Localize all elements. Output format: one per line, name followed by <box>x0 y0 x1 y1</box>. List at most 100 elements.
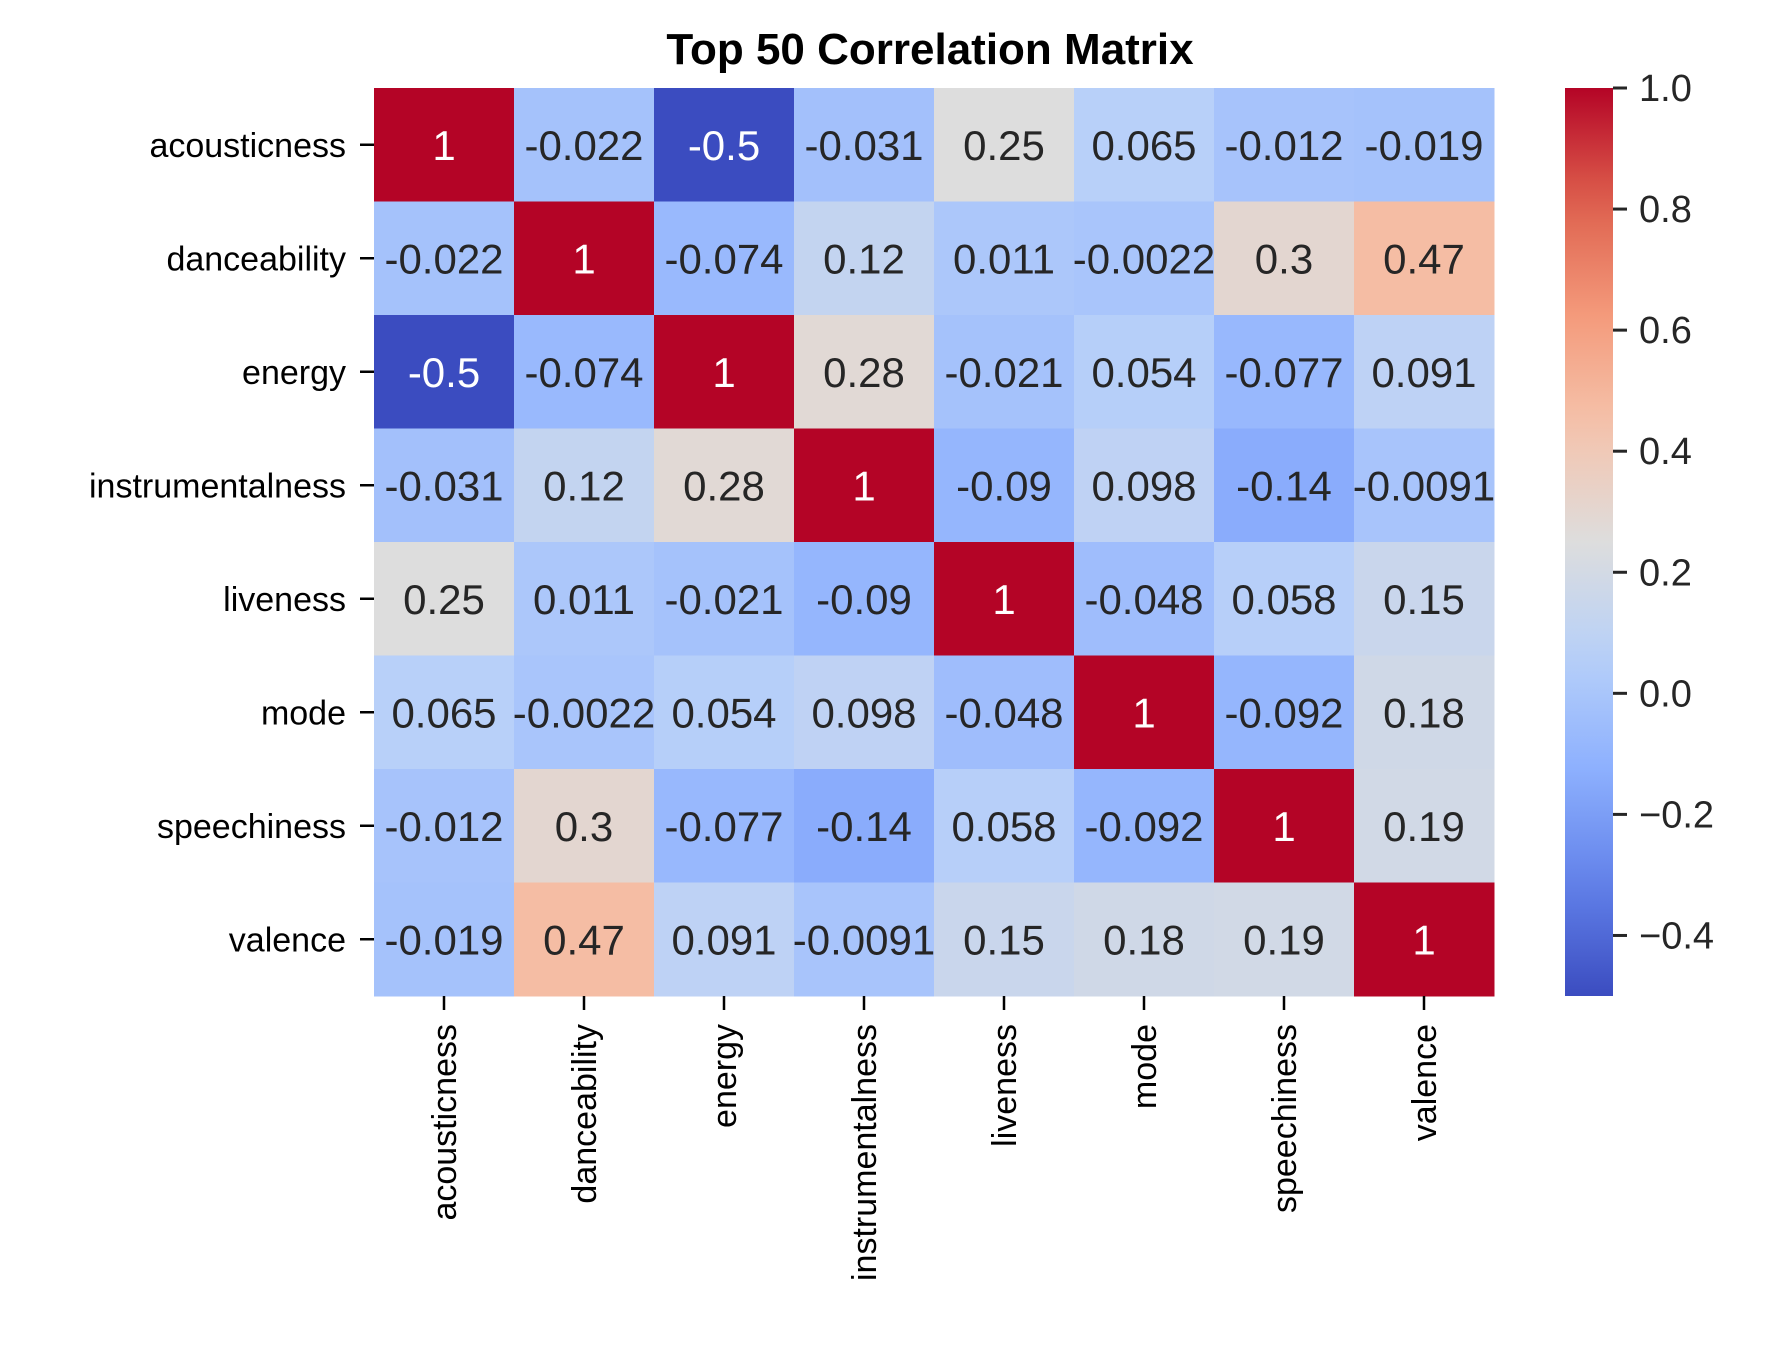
cell-annotation: 0.054 <box>671 689 776 736</box>
heatmap-cell <box>794 542 935 656</box>
cell-annotation: -0.021 <box>664 576 783 623</box>
heatmap-cell <box>1214 769 1355 883</box>
chart-title: Top 50 Correlation Matrix <box>666 25 1194 74</box>
cell-annotation: 0.065 <box>1091 122 1196 169</box>
heatmap-cell <box>934 655 1075 770</box>
heatmap-cell <box>514 882 655 997</box>
heatmap-cell <box>1074 428 1215 543</box>
colorbar-tick-label: −0.2 <box>1639 794 1714 836</box>
cell-annotation: 1 <box>432 122 455 169</box>
heatmap-cell <box>1214 315 1355 429</box>
cell-annotation: -0.031 <box>804 122 923 169</box>
cell-annotation: 0.091 <box>1371 349 1476 396</box>
heatmap-cell <box>1074 542 1215 656</box>
cell-annotation: -0.021 <box>944 349 1063 396</box>
colorbar: 1.0 0.8 0.6 0.4 0.2 0.0 −0.2 −0.4 <box>1565 68 1714 996</box>
y-tick-label: valence <box>229 921 346 959</box>
heatmap-cell <box>654 315 795 429</box>
heatmap-cell <box>1354 201 1495 316</box>
heatmap-cell <box>1214 655 1355 770</box>
cell-annotation: 0.28 <box>823 349 905 396</box>
cell-annotation: -0.077 <box>1224 349 1343 396</box>
x-tick-label: energy <box>706 1024 744 1128</box>
cell-annotation: -0.012 <box>1224 122 1343 169</box>
cell-annotation: 0.28 <box>683 462 765 509</box>
heatmap-cell <box>1354 315 1495 429</box>
cell-annotation: 0.25 <box>963 122 1045 169</box>
heatmap-cell <box>654 88 795 202</box>
heatmap-cell <box>1354 882 1495 997</box>
cell-annotation: 0.3 <box>1255 235 1313 282</box>
y-tick-label: acousticness <box>149 127 346 165</box>
heatmap-cell <box>374 201 515 316</box>
heatmap-cell <box>934 542 1075 656</box>
heatmap-cell <box>1354 428 1495 543</box>
cell-annotation: -0.0022 <box>513 689 655 736</box>
cell-annotation: 0.12 <box>543 462 625 509</box>
heatmap-cell <box>1214 428 1355 543</box>
cell-annotation: -0.077 <box>664 803 783 850</box>
colorbar-tick-label: 0.2 <box>1639 552 1692 594</box>
heatmap-cell <box>374 428 515 543</box>
cell-annotation: 0.12 <box>823 235 905 282</box>
heatmap-cell <box>1354 655 1495 770</box>
cell-annotation: -0.031 <box>384 462 503 509</box>
heatmap-cell <box>1074 201 1215 316</box>
heatmap-cell <box>374 769 515 883</box>
heatmap-cell <box>374 882 515 997</box>
cell-annotation: 1 <box>572 235 595 282</box>
colorbar-tick-label: −0.4 <box>1639 915 1714 957</box>
heatmap-cells <box>374 88 1495 997</box>
cell-annotation: -0.09 <box>956 462 1052 509</box>
heatmap-cell <box>1354 542 1495 656</box>
heatmap-cell <box>374 88 515 202</box>
cell-annotation: 0.19 <box>1383 803 1465 850</box>
cell-annotation: -0.092 <box>1224 689 1343 736</box>
heatmap-cell <box>934 315 1075 429</box>
cell-annotation: 0.18 <box>1383 689 1465 736</box>
cell-annotation: -0.0091 <box>793 916 935 963</box>
cell-annotations: 1 -0.022 -0.5 -0.031 0.25 0.065 -0.012 -0.019 -0… <box>384 122 1495 964</box>
colorbar-tick-label: 0.8 <box>1639 189 1692 231</box>
heatmap-cell <box>794 882 935 997</box>
cell-annotation: -0.0022 <box>1073 235 1215 282</box>
heatmap-cell <box>794 428 935 543</box>
x-tick-label: valence <box>1406 1024 1444 1141</box>
cell-annotation: 0.065 <box>391 689 496 736</box>
y-tick-label: liveness <box>223 581 346 619</box>
x-axis: acousticness danceability energy instrument… <box>426 996 1444 1281</box>
y-tick-label: instrumentalness <box>89 467 346 505</box>
cell-annotation: -0.048 <box>944 689 1063 736</box>
heatmap-cell <box>514 655 655 770</box>
heatmap-cell <box>934 428 1075 543</box>
heatmap-cell <box>1214 542 1355 656</box>
x-tick-label: speechiness <box>1266 1024 1304 1213</box>
colorbar-tick-label: 1.0 <box>1639 68 1692 110</box>
heatmap-cell <box>654 769 795 883</box>
heatmap-cell <box>654 655 795 770</box>
heatmap-cell <box>1354 88 1495 202</box>
cell-annotation: -0.09 <box>816 576 912 623</box>
colorbar-tick-label: 0.0 <box>1639 673 1692 715</box>
colorbar-tick-label: 0.4 <box>1639 431 1692 473</box>
cell-annotation: 0.098 <box>811 689 916 736</box>
heatmap-cell <box>514 88 655 202</box>
cell-annotation: 0.15 <box>963 916 1045 963</box>
heatmap-cell <box>934 88 1075 202</box>
cell-annotation: 0.054 <box>1091 349 1196 396</box>
heatmap-cell <box>934 769 1075 883</box>
y-axis: acousticness danceability energy instrument… <box>89 127 374 959</box>
heatmap-cell <box>514 315 655 429</box>
x-tick-label: danceability <box>566 1024 604 1204</box>
cell-annotation: 0.18 <box>1103 916 1185 963</box>
heatmap-cell <box>654 882 795 997</box>
x-tick-label: liveness <box>986 1024 1024 1147</box>
heatmap-cell <box>1214 882 1355 997</box>
cell-annotation: -0.019 <box>384 916 503 963</box>
cell-annotation: -0.092 <box>1084 803 1203 850</box>
cell-annotation: 0.058 <box>1231 576 1336 623</box>
x-tick-label: acousticness <box>426 1024 464 1221</box>
cell-annotation: 1 <box>1132 689 1155 736</box>
heatmap-cell <box>794 201 935 316</box>
